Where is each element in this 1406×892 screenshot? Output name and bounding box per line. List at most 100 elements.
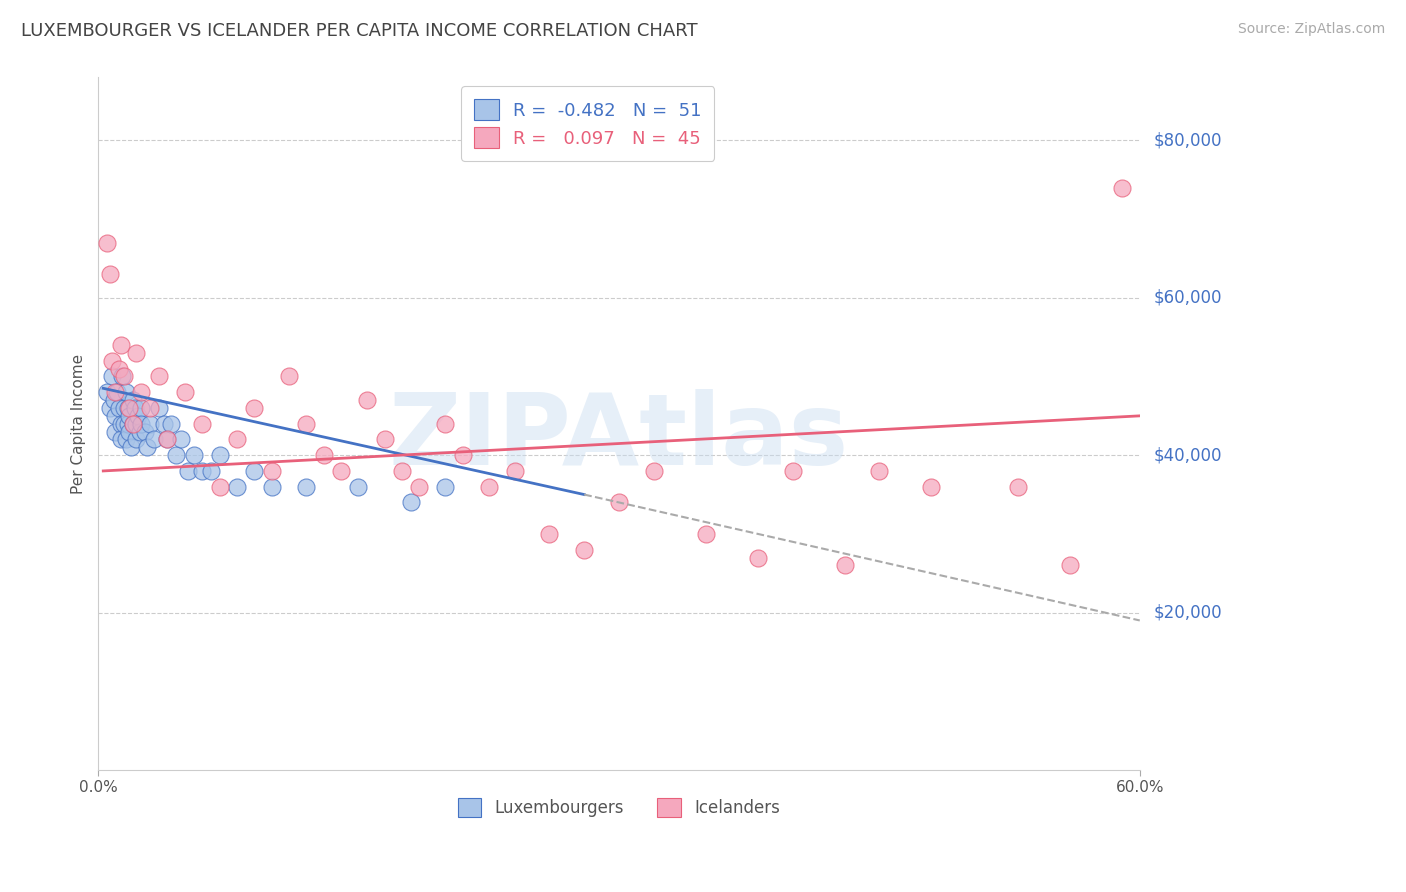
Point [98,267,121,281]
Point [1111,180,1133,194]
Point [131,401,153,415]
Point [312,448,335,462]
Point [572,542,595,557]
Point [834,558,856,573]
Text: ZIPAtlas: ZIPAtlas [389,389,849,486]
Point [104,385,127,400]
Point [112,369,135,384]
Point [156,433,179,447]
Point [131,417,153,431]
Point [148,401,170,415]
Point [191,464,214,478]
Text: Source: ZipAtlas.com: Source: ZipAtlas.com [1237,22,1385,37]
Point [125,433,148,447]
Point [124,401,146,415]
Point [117,417,139,431]
Point [118,409,141,423]
Point [695,527,717,541]
Point [98,401,121,415]
Point [121,393,143,408]
Point [165,448,187,462]
Point [173,385,195,400]
Point [96,385,118,400]
Point [114,433,136,447]
Point [112,417,135,431]
Point [170,433,193,447]
Point [177,464,200,478]
Point [125,417,148,431]
Text: $40,000: $40,000 [1154,446,1222,464]
Point [260,464,283,478]
Point [139,417,162,431]
Point [451,448,474,462]
Text: $20,000: $20,000 [1154,604,1222,622]
Point [120,440,142,454]
Point [295,417,318,431]
Point [104,425,127,439]
Point [142,433,165,447]
Point [117,401,139,415]
Point [782,464,804,478]
Point [118,401,141,415]
Point [112,401,135,415]
Point [121,417,143,431]
Point [101,353,124,368]
Point [260,480,283,494]
Point [243,464,266,478]
Text: $80,000: $80,000 [1154,131,1222,149]
Point [191,417,214,431]
Point [243,401,266,415]
Point [391,464,413,478]
Point [101,369,124,384]
Point [747,550,769,565]
Point [503,464,526,478]
Point [226,433,249,447]
Point [110,417,132,431]
Point [110,433,132,447]
Point [108,401,131,415]
Point [920,480,942,494]
Point [160,417,183,431]
Point [295,480,318,494]
Point [399,495,422,509]
Point [114,385,136,400]
Point [278,369,301,384]
Point [148,369,170,384]
Point [538,527,561,541]
Point [478,480,501,494]
Text: $60,000: $60,000 [1154,289,1222,307]
Point [103,393,125,408]
Point [135,440,157,454]
Point [128,425,150,439]
Y-axis label: Per Capita Income: Per Capita Income [72,353,86,494]
Point [434,480,457,494]
Point [208,448,231,462]
Point [208,480,231,494]
Point [200,464,222,478]
Point [183,448,205,462]
Point [434,417,457,431]
Point [105,385,128,400]
Point [121,417,143,431]
Point [111,369,134,384]
Point [347,480,370,494]
Point [104,409,127,423]
Point [139,401,162,415]
Point [1007,480,1029,494]
Legend: Luxembourgers, Icelanders: Luxembourgers, Icelanders [451,791,786,824]
Point [134,425,156,439]
Point [868,464,890,478]
Point [108,361,131,376]
Point [127,409,149,423]
Point [373,433,395,447]
Point [356,393,378,408]
Point [607,495,630,509]
Point [226,480,249,494]
Point [408,480,430,494]
Point [131,385,153,400]
Point [96,235,118,250]
Point [110,338,132,352]
Point [1059,558,1081,573]
Text: LUXEMBOURGER VS ICELANDER PER CAPITA INCOME CORRELATION CHART: LUXEMBOURGER VS ICELANDER PER CAPITA INC… [21,22,697,40]
Point [125,346,148,360]
